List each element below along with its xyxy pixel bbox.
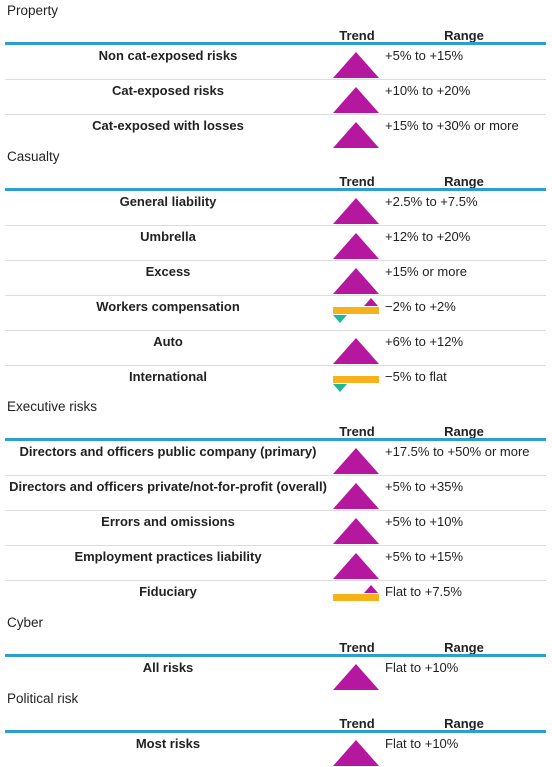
row-range: +5% to +35% [385,479,464,494]
row-label: Most risks [135,736,201,751]
row-range: +12% to +20% [385,229,471,244]
range-column-header: Range [444,28,484,43]
row-range: +15% or more [385,264,468,279]
row-divider [5,114,546,115]
trend-up-arrow-icon [333,122,379,148]
section-title: Casualty [7,149,60,164]
row-range: +17.5% to +50% or more [385,444,530,459]
trend-up-arrow-icon [333,518,379,544]
row-label: Cat-exposed with losses [92,118,244,133]
row-range: Flat to +7.5% [385,584,462,599]
trend-column-header: Trend [339,424,375,439]
trend-up-arrow-icon [333,483,379,509]
row-label: All risks [142,660,194,675]
range-column-header: Range [444,640,484,655]
trend-column-header: Trend [339,174,375,189]
row-divider [5,475,546,476]
row-label: Directors and officers private/not-for-p… [9,479,327,494]
row-label: Employment practices liability [74,549,262,564]
row-range: −2% to +2% [385,299,456,314]
trend-column-header: Trend [339,640,375,655]
row-range: +5% to +15% [385,48,464,63]
section-title: Cyber [7,615,44,630]
trend-up-arrow-icon [333,87,379,113]
section-divider [5,730,546,733]
row-range: Flat to +10% [385,736,459,751]
trend-up-arrow-icon [333,553,379,579]
row-label: International [128,369,207,384]
row-divider [5,330,546,331]
trend-up-arrow-icon [333,233,379,259]
row-divider [5,225,546,226]
row-range: Flat to +10% [385,660,459,675]
section-divider [5,42,546,45]
row-divider [5,580,546,581]
section-title: Executive risks [7,399,98,414]
row-label: Directors and officers public company (p… [19,444,317,459]
row-divider [5,260,546,261]
row-divider [5,545,546,546]
range-column-header: Range [444,424,484,439]
range-column-header: Range [444,716,484,731]
row-range: +15% to +30% or more [385,118,519,133]
row-range: +5% to +10% [385,514,464,529]
row-range: −5% to flat [385,369,447,384]
trend-up-arrow-icon [333,338,379,364]
trend-flat-down-arrow-icon [333,376,379,392]
row-divider [5,365,546,366]
trend-mixed-arrow-icon [333,298,379,323]
trend-column-header: Trend [339,28,375,43]
section-divider [5,188,546,191]
row-range: +6% to +12% [385,334,464,349]
trend-flat-up-arrow-icon [333,585,379,601]
trend-up-arrow-icon [333,448,379,474]
row-label: Non cat-exposed risks [98,48,238,63]
trend-up-arrow-icon [333,664,379,690]
range-column-header: Range [444,174,484,189]
section-title: Political risk [7,691,79,706]
row-label: Errors and omissions [101,514,235,529]
section-divider [5,654,546,657]
trend-column-header: Trend [339,716,375,731]
row-label: Auto [153,334,183,349]
row-label: General liability [119,194,217,209]
row-range: +5% to +15% [385,549,464,564]
row-divider [5,295,546,296]
trend-up-arrow-icon [333,52,379,78]
trend-up-arrow-icon [333,198,379,224]
section-title: Property [7,3,59,18]
trend-up-arrow-icon [333,740,379,766]
row-label: Excess [145,264,191,279]
trend-up-arrow-icon [333,268,379,294]
row-label: Cat-exposed risks [112,83,224,98]
row-label: Fiduciary [139,584,197,599]
row-divider [5,79,546,80]
row-range: +10% to +20% [385,83,471,98]
row-divider [5,510,546,511]
row-label: Workers compensation [96,299,240,314]
row-label: Umbrella [140,229,196,244]
section-divider [5,438,546,441]
row-range: +2.5% to +7.5% [385,194,478,209]
